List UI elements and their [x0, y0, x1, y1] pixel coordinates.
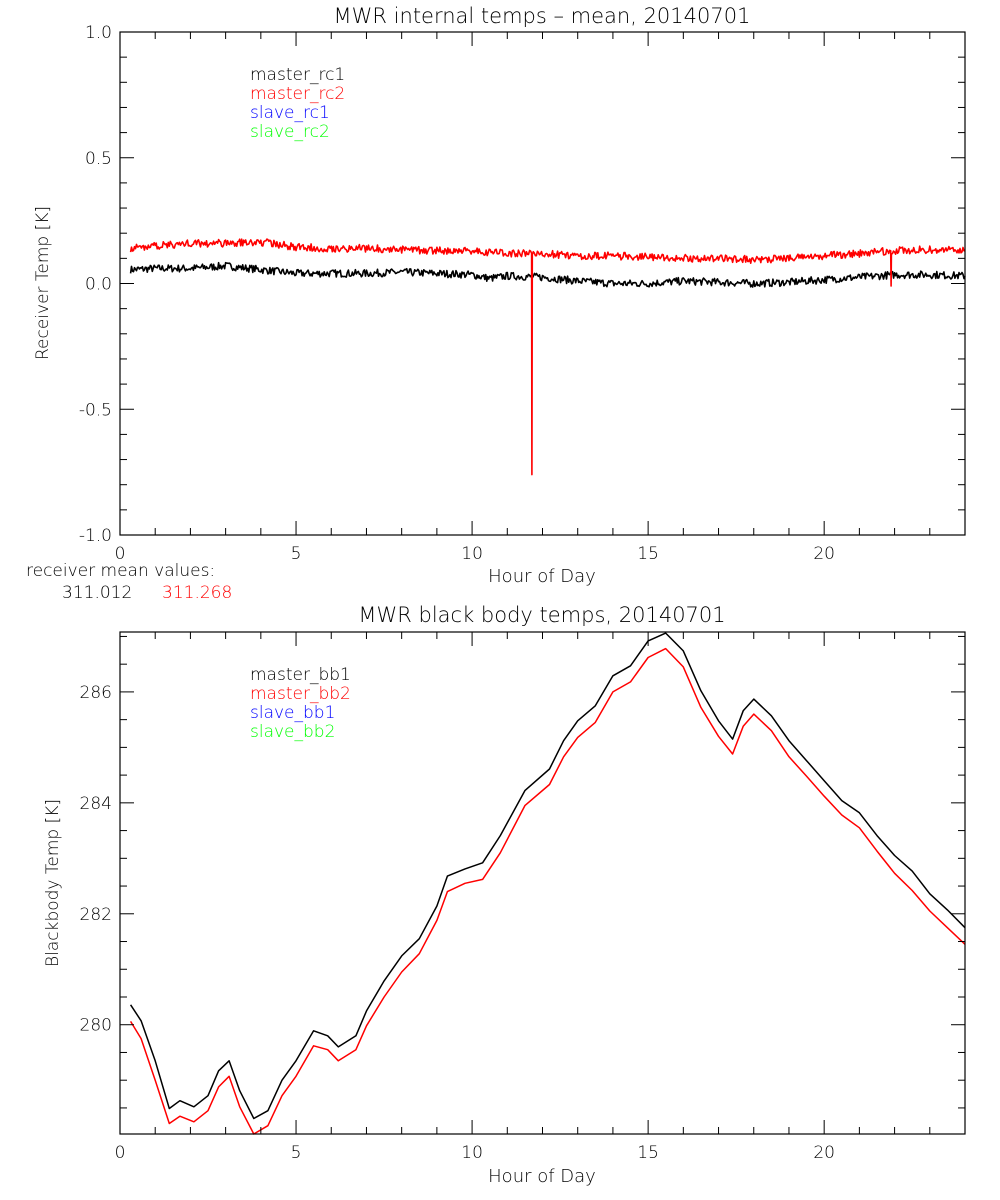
x-tick-label: 15 — [637, 544, 659, 564]
x-tick-label: 10 — [461, 1143, 483, 1163]
x-tick-label: 5 — [291, 544, 302, 564]
series-line-master_rc1 — [129, 261, 966, 288]
plot-frame — [119, 631, 966, 1135]
y-tick-label: 0.0 — [85, 275, 112, 295]
x-tick-label: 0 — [115, 544, 126, 564]
series-line-master_bb2 — [129, 647, 966, 1135]
receiver-mean-value-1: 311.012 — [62, 583, 132, 603]
legend-slave-rc2: slave_rc2 — [250, 122, 330, 142]
legend-master-bb1: master_bb1 — [250, 665, 351, 685]
y-tick-label: 284 — [80, 794, 112, 814]
x-tick-label: 0 — [115, 1143, 126, 1163]
y-tick-label: -0.5 — [79, 400, 112, 420]
x-axis-label: Hour of Day — [488, 1166, 596, 1187]
legend-master-bb2: master_bb2 — [250, 684, 351, 704]
legend-slave-bb2: slave_bb2 — [250, 722, 335, 742]
y-tick-label: 286 — [80, 683, 112, 703]
y-tick-label: 0.5 — [85, 149, 112, 169]
x-tick-label: 10 — [461, 544, 483, 564]
y-axis-label: Blackbody Temp [K] — [43, 799, 63, 967]
x-tick-label: 20 — [813, 1143, 835, 1163]
receiver-temp-plot: MWR internal temps – mean, 20140701 Hour… — [26, 4, 966, 603]
legend-master-rc1: master_rc1 — [250, 65, 345, 85]
receiver-mean-label: receiver mean values: — [26, 561, 215, 581]
series-line-master_rc2 — [129, 238, 965, 476]
x-axis-label: Hour of Day — [488, 566, 596, 587]
y-tick-label: 282 — [80, 905, 112, 925]
legend-slave-bb1: slave_bb1 — [250, 703, 335, 723]
plot-title: MWR internal temps – mean, 20140701 — [334, 4, 751, 28]
blackbody-temp-plot: MWR black body temps, 20140701 Hour of D… — [43, 603, 966, 1187]
legend-master-rc2: master_rc2 — [250, 84, 345, 104]
y-tick-label: 280 — [80, 1016, 112, 1036]
plot-title: MWR black body temps, 20140701 — [358, 603, 725, 627]
receiver-mean-value-2: 311.268 — [162, 583, 232, 603]
x-tick-label: 20 — [813, 544, 835, 564]
x-tick-label: 15 — [637, 1143, 659, 1163]
legend-slave-rc1: slave_rc1 — [250, 103, 330, 123]
y-axis-label: Receiver Temp [K] — [33, 206, 53, 360]
series-line-master_bb1 — [129, 632, 966, 1120]
x-tick-label: 5 — [291, 1143, 302, 1163]
y-tick-label: -1.0 — [79, 526, 112, 546]
y-tick-label: 1.0 — [85, 23, 112, 43]
plot-frame — [119, 31, 966, 536]
